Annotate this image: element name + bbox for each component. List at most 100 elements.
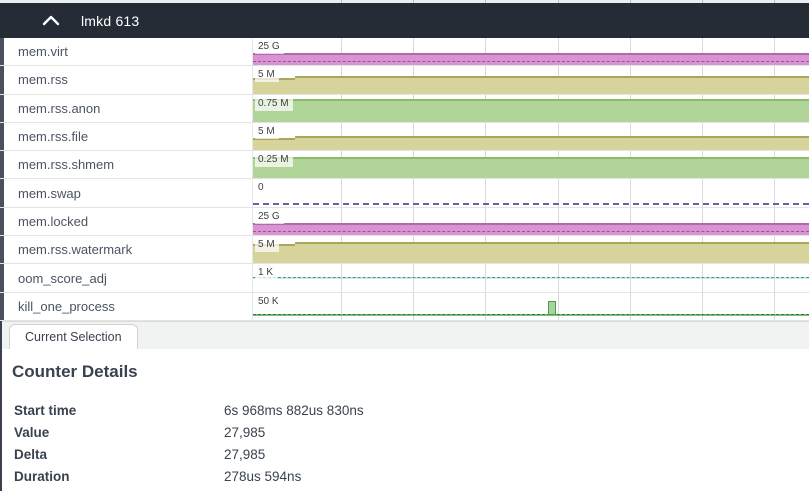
track-title: mem.rss.file xyxy=(18,129,89,145)
gridline xyxy=(630,38,631,321)
track-row-mem-locked: mem.locked 25 G xyxy=(0,207,809,237)
counter-band xyxy=(253,98,809,122)
gridline xyxy=(341,38,342,321)
bottom-panel-tab-strip: Current Selection xyxy=(0,321,809,349)
ruler-tick xyxy=(702,0,703,3)
counter-event-spike[interactable] xyxy=(548,300,556,315)
details-value: 27,985 xyxy=(224,446,266,462)
counter-line xyxy=(253,202,809,205)
details-row: Delta 27,985 xyxy=(14,443,789,465)
details-label: Duration xyxy=(14,468,70,484)
track-shell-mem-rss[interactable]: mem.rss xyxy=(0,66,253,94)
track-canvas-mem-rss-shmem[interactable]: 0.25 M xyxy=(253,151,809,179)
process-group-title: lmkd 613 xyxy=(81,12,140,29)
scale-chip: 0.25 M xyxy=(255,154,293,168)
counter-band-step xyxy=(253,138,295,151)
counter-band xyxy=(253,157,809,179)
ruler-tick xyxy=(485,0,486,3)
counter-details-panel: Counter Details Start time 6s 968ms 882us… xyxy=(0,349,809,498)
scale-chip: 5 M xyxy=(255,125,279,139)
track-title: oom_score_adj xyxy=(18,270,107,286)
track-row-mem-rss-watermark: mem.rss.watermark 5 M xyxy=(0,236,809,265)
details-value: 6s 968ms 882us 830ns xyxy=(224,402,364,418)
track-accent-bar xyxy=(0,179,4,207)
track-shell-mem-swap[interactable]: mem.swap xyxy=(0,179,253,207)
details-row: Value 27,985 xyxy=(14,421,789,443)
tab-current-selection[interactable]: Current Selection xyxy=(9,324,138,349)
track-accent-bar xyxy=(0,207,4,236)
counter-band xyxy=(253,223,809,236)
details-value: 278us 594ns xyxy=(224,468,302,484)
track-row-mem-rss-anon: mem.rss.anon 0.75 M xyxy=(0,94,809,123)
track-canvas-mem-locked[interactable]: 25 G xyxy=(253,208,809,236)
track-title: mem.rss.watermark xyxy=(18,242,133,258)
track-canvas-kill-one-process[interactable]: 50 K xyxy=(253,293,809,320)
track-title: mem.locked xyxy=(18,213,89,229)
ruler-tick xyxy=(341,0,342,3)
chevron-up-icon[interactable] xyxy=(42,15,60,26)
track-shell-mem-rss-watermark[interactable]: mem.rss.watermark xyxy=(0,236,253,264)
track-accent-bar xyxy=(0,151,4,179)
details-label: Value xyxy=(14,424,50,440)
ruler-tick xyxy=(413,0,414,3)
track-canvas-mem-rss-anon[interactable]: 0.75 M xyxy=(253,95,809,122)
ruler-tick xyxy=(774,0,775,3)
track-accent-bar xyxy=(0,236,4,264)
details-label: Delta xyxy=(14,446,48,462)
counter-line xyxy=(253,276,809,279)
track-list: mem.virt 25 G mem.rss 5 M mem.rss.anon 0.75 M… xyxy=(0,38,809,321)
scale-chip: 5 M xyxy=(255,239,279,253)
track-shell-mem-rss-anon[interactable]: mem.rss.anon xyxy=(0,94,253,122)
gridline xyxy=(774,38,775,321)
track-accent-bar xyxy=(0,292,4,320)
scale-chip: 0.75 M xyxy=(255,97,293,111)
counter-band xyxy=(295,75,809,94)
track-shell-mem-virt[interactable]: mem.virt xyxy=(0,38,253,66)
panel-drag-handle[interactable] xyxy=(0,321,2,491)
scale-chip: 25 G xyxy=(255,210,284,224)
track-row-mem-virt: mem.virt 25 G xyxy=(0,38,809,67)
track-accent-bar xyxy=(0,94,4,122)
track-canvas-mem-swap[interactable]: 0 xyxy=(253,179,809,206)
track-accent-bar xyxy=(0,66,4,94)
gridline xyxy=(702,38,703,321)
scale-chip: 0 xyxy=(255,182,268,196)
counter-band xyxy=(295,136,809,151)
track-canvas-mem-virt[interactable]: 25 G xyxy=(253,38,809,66)
process-group-header[interactable]: lmkd 613 xyxy=(0,3,809,38)
track-shell-mem-rss-shmem[interactable]: mem.rss.shmem xyxy=(0,151,253,179)
track-canvas-mem-rss-watermark[interactable]: 5 M xyxy=(253,236,809,264)
track-canvas-oom-score-adj[interactable]: 1 K xyxy=(253,264,809,291)
panel-heading: Counter Details xyxy=(12,362,138,381)
counter-min-dashed-line xyxy=(253,61,809,63)
scale-chip: 1 K xyxy=(255,267,278,281)
track-title: kill_one_process xyxy=(18,298,115,314)
scale-chip: 25 G xyxy=(255,41,284,54)
track-shell-kill-one-process[interactable]: kill_one_process xyxy=(0,292,253,320)
track-row-oom-score-adj: oom_score_adj 1 K xyxy=(0,264,809,293)
track-row-mem-swap: mem.swap 0 xyxy=(0,179,809,208)
details-table: Start time 6s 968ms 882us 830ns Value 27,98… xyxy=(14,399,789,487)
track-title: mem.rss.shmem xyxy=(18,157,115,173)
counter-line xyxy=(253,313,809,316)
track-row-mem-rss-shmem: mem.rss.shmem 0.25 M xyxy=(0,151,809,180)
counter-min-dashed-line xyxy=(253,231,809,233)
track-accent-bar xyxy=(0,38,4,66)
details-value: 27,985 xyxy=(224,424,266,440)
track-row-kill-one-process: kill_one_process 50 K xyxy=(0,292,809,321)
details-row: Duration 278us 594ns xyxy=(14,465,789,487)
counter-band xyxy=(253,53,809,66)
track-shell-mem-locked[interactable]: mem.locked xyxy=(0,207,253,236)
track-canvas-mem-rss-file[interactable]: 5 M xyxy=(253,123,809,151)
track-title: mem.rss.anon xyxy=(18,100,101,116)
track-accent-bar xyxy=(0,122,4,151)
ruler-tick xyxy=(558,0,559,3)
track-row-mem-rss-file: mem.rss.file 5 M xyxy=(0,122,809,152)
track-shell-oom-score-adj[interactable]: oom_score_adj xyxy=(0,264,253,292)
track-title: mem.rss xyxy=(18,72,68,88)
track-shell-mem-rss-file[interactable]: mem.rss.file xyxy=(0,122,253,151)
scale-chip: 5 M xyxy=(255,69,279,83)
track-row-mem-rss: mem.rss 5 M xyxy=(0,66,809,95)
track-canvas-mem-rss[interactable]: 5 M xyxy=(253,66,809,94)
